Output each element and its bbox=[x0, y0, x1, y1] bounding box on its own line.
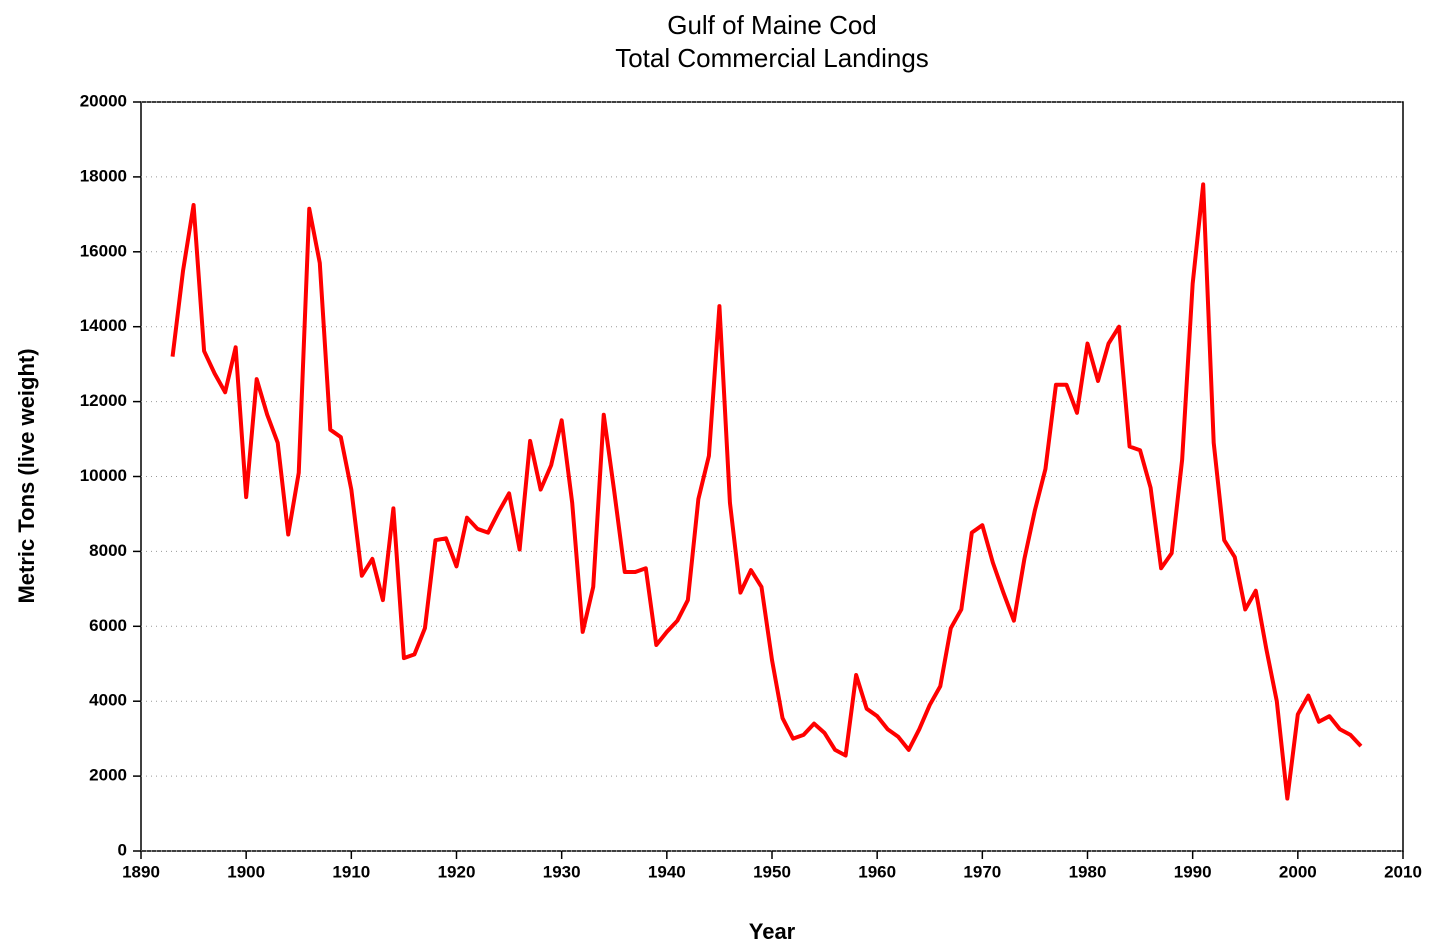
x-tick-label: 1900 bbox=[227, 862, 265, 881]
x-tick-label: 1980 bbox=[1069, 862, 1107, 881]
chart-title: Total Commercial Landings bbox=[615, 43, 929, 73]
y-tick-label: 12000 bbox=[80, 391, 127, 410]
chart-title: Gulf of Maine Cod bbox=[667, 10, 877, 40]
x-tick-label: 1940 bbox=[648, 862, 686, 881]
y-tick-label: 0 bbox=[118, 840, 127, 859]
y-axis-label: Metric Tons (live weight) bbox=[14, 348, 39, 603]
x-tick-label: 2000 bbox=[1279, 862, 1317, 881]
x-tick-label: 1930 bbox=[543, 862, 581, 881]
x-tick-label: 1990 bbox=[1174, 862, 1212, 881]
y-tick-label: 6000 bbox=[89, 616, 127, 635]
y-tick-label: 8000 bbox=[89, 541, 127, 560]
x-tick-label: 1890 bbox=[122, 862, 160, 881]
y-tick-label: 10000 bbox=[80, 466, 127, 485]
x-axis-label: Year bbox=[749, 919, 796, 944]
x-tick-label: 1920 bbox=[438, 862, 476, 881]
y-tick-label: 16000 bbox=[80, 241, 127, 260]
y-tick-label: 18000 bbox=[80, 166, 127, 185]
x-tick-label: 1950 bbox=[753, 862, 791, 881]
y-tick-label: 20000 bbox=[80, 91, 127, 110]
data-line bbox=[170, 182, 1363, 801]
x-tick-label: 1970 bbox=[963, 862, 1001, 881]
x-tick-label: 1910 bbox=[332, 862, 370, 881]
x-tick-label: 1960 bbox=[858, 862, 896, 881]
y-tick-label: 14000 bbox=[80, 316, 127, 335]
x-tick-label: 2010 bbox=[1384, 862, 1422, 881]
y-tick-label: 2000 bbox=[89, 766, 127, 785]
y-tick-label: 4000 bbox=[89, 691, 127, 710]
